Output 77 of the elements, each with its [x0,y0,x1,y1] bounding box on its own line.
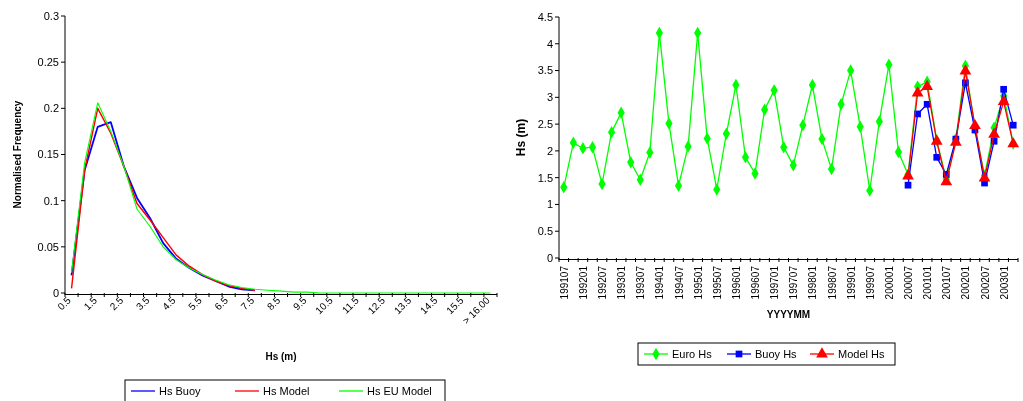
y-tick-label: 0.5 [537,225,553,238]
x-tick-label: 9.5 [290,294,309,313]
point [997,94,1010,106]
point [959,64,972,75]
x-tick-label: 200301 [998,265,1010,300]
x-tick-label: 13.5 [391,294,414,317]
x-tick-label: 199507 [711,265,723,300]
x-axis-title: Hs (m) [265,351,297,362]
x-tick-label: 199107 [558,265,570,300]
x-tick-label: 200207 [979,265,991,300]
x-tick-label: 200007 [903,265,915,300]
x-tick-label: 14.5 [417,294,440,317]
legend-label: Hs Model [263,384,310,397]
y-tick-label: 0.3 [43,9,59,22]
legend-label: Model Hs [838,347,885,360]
x-tick-label: 199807 [826,265,838,300]
x-tick-label: 199601 [730,265,742,300]
point [988,127,1000,138]
x-tick-label: 199907 [864,265,876,300]
y-tick-label: 4.5 [537,10,553,23]
x-tick-label: 7.5 [238,294,257,313]
point [933,153,941,161]
y-tick-label: 3.5 [537,64,553,77]
x-tick-label: 200201 [960,265,972,300]
x-tick-label: 11.5 [339,294,362,316]
y-tick-label: 0 [52,286,59,299]
x-tick-label: 199707 [788,265,800,300]
y-tick-label: 2.5 [537,117,553,130]
y-tick-label: 0.2 [43,102,59,115]
y-tick-label: 3 [546,91,553,104]
x-tick-label: 6.5 [212,294,231,313]
x-tick-label: 5.5 [186,294,205,313]
x-tick-label: 12.5 [365,294,388,317]
x-tick-label: 199301 [616,265,628,300]
x-tick-label: 1.5 [81,294,100,313]
x-tick-label: 200101 [922,265,934,300]
y-axis-title: Normalised Frequency [12,100,23,209]
x-tick-label: 200107 [941,265,953,300]
x-tick-label: 10.5 [313,294,336,317]
x-tick-label: 8.5 [264,294,283,313]
x-tick-label: 199701 [769,265,781,300]
x-tick-label: 200001 [883,265,895,300]
x-tick-label: 199407 [673,265,685,300]
y-tick-label: 0 [546,251,553,264]
x-tick-label: 199201 [577,265,589,300]
y-tick-label: 0.25 [37,56,59,69]
x-tick-label: 15.5 [444,294,466,317]
y-tick-label: 1 [546,198,553,211]
x-tick-label: 4.5 [160,294,178,313]
legend-label: Euro Hs [672,347,713,360]
x-tick-label: 199901 [845,265,857,300]
point [969,118,981,130]
x-tick-label: 199307 [635,265,647,300]
y-tick-label: 2 [546,144,553,157]
point [921,79,934,91]
point [904,181,912,189]
y-tick-label: 1.5 [537,171,553,184]
x-tick-label: 199501 [692,265,704,300]
x-tick-label: 199801 [807,265,819,300]
y-tick-label: 0.15 [37,148,59,161]
y-tick-label: 4 [546,37,553,50]
legend-label: Buoy Hs [755,347,798,360]
x-tick-label: 2.5 [107,294,126,313]
point [911,86,924,97]
x-tick-label: 199401 [654,265,666,300]
x-tick-label: 199607 [750,265,762,300]
y-tick-label: 0.05 [37,240,59,253]
point [1000,85,1008,93]
line-series [71,102,492,294]
y-tick-label: 0.1 [43,194,59,207]
legend-label: Hs Buoy [159,384,202,397]
point [1009,121,1017,129]
y-axis-title: Hs (m) [514,118,528,157]
x-axis-title: YYYYMM [766,309,811,320]
x-tick-label: 199207 [597,265,609,300]
x-tick-label: 3.5 [133,294,152,313]
legend-label: Hs EU Model [367,384,432,397]
